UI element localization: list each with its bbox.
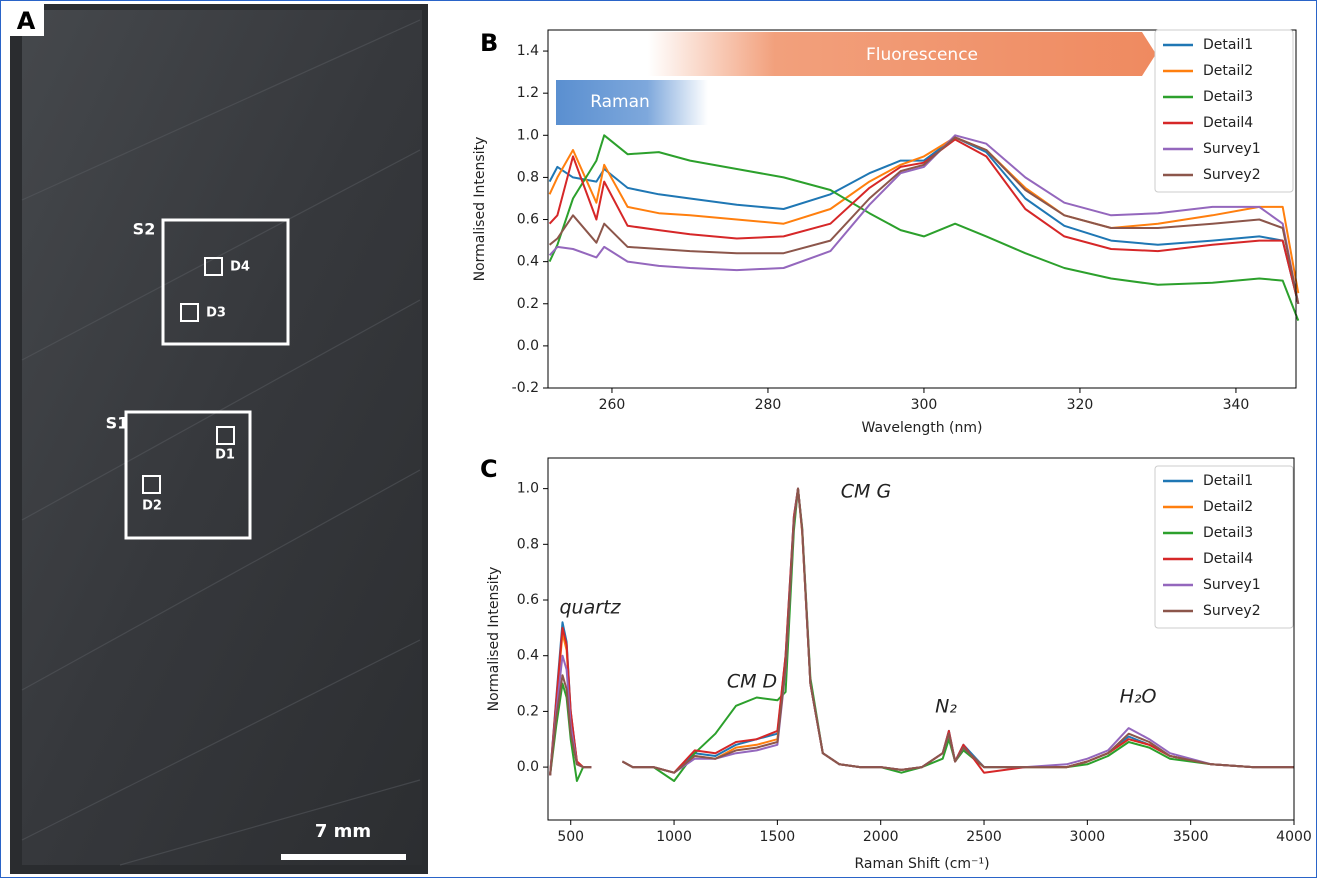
x-tick-label: 4000: [1276, 829, 1312, 845]
y-tick-label: -0.2: [512, 380, 539, 396]
legend-label: Survey2: [1203, 167, 1261, 183]
x-tick-label: 3500: [1173, 829, 1209, 845]
annotation: quartz: [560, 597, 622, 619]
y-tick-label: 1.0: [517, 481, 539, 497]
region-boxes: [124, 218, 290, 540]
series-line: [549, 487, 1294, 776]
y-tick-label: 0.2: [517, 296, 539, 312]
series-line: [548, 136, 1300, 305]
y-tick-label: 0.4: [517, 254, 539, 270]
x-tick-label: 500: [557, 829, 584, 845]
label-bg: [10, 4, 44, 36]
detail-label: D2: [142, 499, 162, 514]
annotation: CM G: [841, 481, 891, 503]
annotation: Raman: [590, 92, 650, 112]
legend-label: Detail1: [1203, 473, 1253, 489]
y-tick-label: 0.6: [517, 212, 539, 228]
series-line: [548, 136, 1300, 294]
legend-label: Survey2: [1203, 603, 1261, 619]
y-tick-label: 0.0: [517, 338, 539, 354]
x-tick-label: 260: [599, 397, 626, 413]
legend-label: Detail2: [1203, 499, 1253, 515]
raman-band: [556, 80, 708, 125]
panel-label: A: [17, 7, 36, 35]
plot-frame: [547, 457, 1295, 821]
legend-label: Survey1: [1203, 141, 1261, 157]
x-axis-label: Wavelength (nm): [862, 420, 983, 436]
series-line: [548, 134, 1300, 321]
series-line: [548, 138, 1300, 305]
panel-label: C: [480, 455, 498, 483]
legend-label: Detail3: [1203, 525, 1253, 541]
x-tick-label: 2000: [863, 829, 899, 845]
x-tick-label: 340: [1223, 397, 1250, 413]
x-tick-label: 300: [911, 397, 938, 413]
legend-label: Detail1: [1203, 37, 1253, 53]
detail-label: D4: [230, 260, 250, 275]
y-tick-label: 1.0: [517, 127, 539, 143]
y-tick-label: 1.2: [517, 85, 539, 101]
plot-frame: [547, 29, 1297, 389]
annotation: N₂: [935, 696, 957, 718]
legend-label: Detail3: [1203, 89, 1253, 105]
annotation: Fluorescence: [866, 45, 978, 65]
legend-label: Survey1: [1203, 577, 1261, 593]
series-line: [548, 134, 1300, 304]
y-tick-label: 0.8: [517, 536, 539, 552]
x-tick-label: 3000: [1070, 829, 1106, 845]
y-tick-label: 1.4: [517, 43, 539, 59]
legend-label: Detail2: [1203, 63, 1253, 79]
region-label: S2: [133, 220, 156, 239]
y-axis-label: Normalised Intensity: [486, 567, 502, 712]
rock: [22, 10, 422, 865]
region-label: S1: [106, 414, 129, 433]
fluorescence-arrow: [648, 32, 1156, 76]
y-tick-label: 0.4: [517, 648, 539, 664]
detail-label: D1: [215, 448, 235, 463]
x-axis-label: Raman Shift (cm⁻¹): [854, 856, 989, 872]
x-tick-label: 1500: [760, 829, 796, 845]
scale-label: 7 mm: [315, 821, 371, 842]
photo: A S1 S2 D1 D2 D3 D4 7 mm: [10, 4, 428, 874]
detail-label: D3: [206, 306, 226, 321]
rock-texture: [21, 19, 421, 866]
annotation: CM D: [727, 671, 777, 693]
legend-label: Detail4: [1203, 115, 1253, 131]
legend-label: Detail4: [1203, 551, 1253, 567]
x-tick-label: 2500: [966, 829, 1002, 845]
y-tick-label: 0.0: [517, 759, 539, 775]
x-tick-label: 320: [1067, 397, 1094, 413]
y-tick-label: 0.2: [517, 703, 539, 719]
y-axis-label: Normalised Intensity: [472, 137, 488, 282]
y-tick-label: 0.6: [517, 592, 539, 608]
panel-label: B: [480, 29, 498, 57]
y-tick-label: 0.8: [517, 169, 539, 185]
x-tick-label: 1000: [656, 829, 692, 845]
x-tick-label: 280: [755, 397, 782, 413]
annotation: H₂O: [1120, 686, 1157, 708]
